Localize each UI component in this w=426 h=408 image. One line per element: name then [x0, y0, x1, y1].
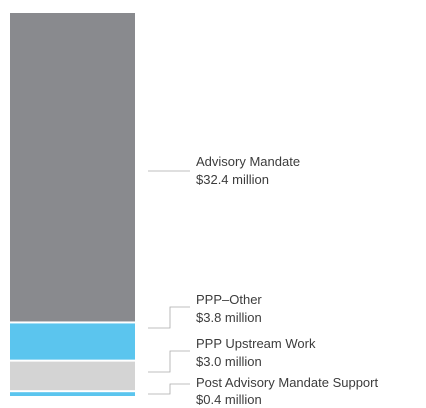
label-ppp-other-value: $3.8 million [196, 310, 262, 325]
bar-segment-post-advisory-mandate-support [10, 392, 135, 396]
label-post-advisory-value: $0.4 million [196, 392, 262, 407]
leader-line-ppp-upstream-work [148, 350, 190, 373]
bar-segment-ppp-other [10, 323, 135, 360]
bar-segment-advisory-mandate [10, 13, 135, 322]
label-post-advisory-name: Post Advisory Mandate Support [196, 375, 378, 390]
leader-lines [148, 170, 190, 395]
leader-line-post-advisory-mandate-support [148, 383, 190, 395]
leader-line-ppp-other [148, 306, 190, 329]
label-advisory-mandate-value: $32.4 million [196, 172, 269, 187]
bar-segments [10, 13, 135, 396]
label-ppp-upstream-name: PPP Upstream Work [196, 336, 316, 351]
label-advisory-mandate-name: Advisory Mandate [196, 154, 300, 169]
label-ppp-upstream-value: $3.0 million [196, 354, 262, 369]
bar-segment-ppp-upstream-work [10, 361, 135, 391]
label-ppp-other-name: PPP–Other [196, 292, 262, 307]
